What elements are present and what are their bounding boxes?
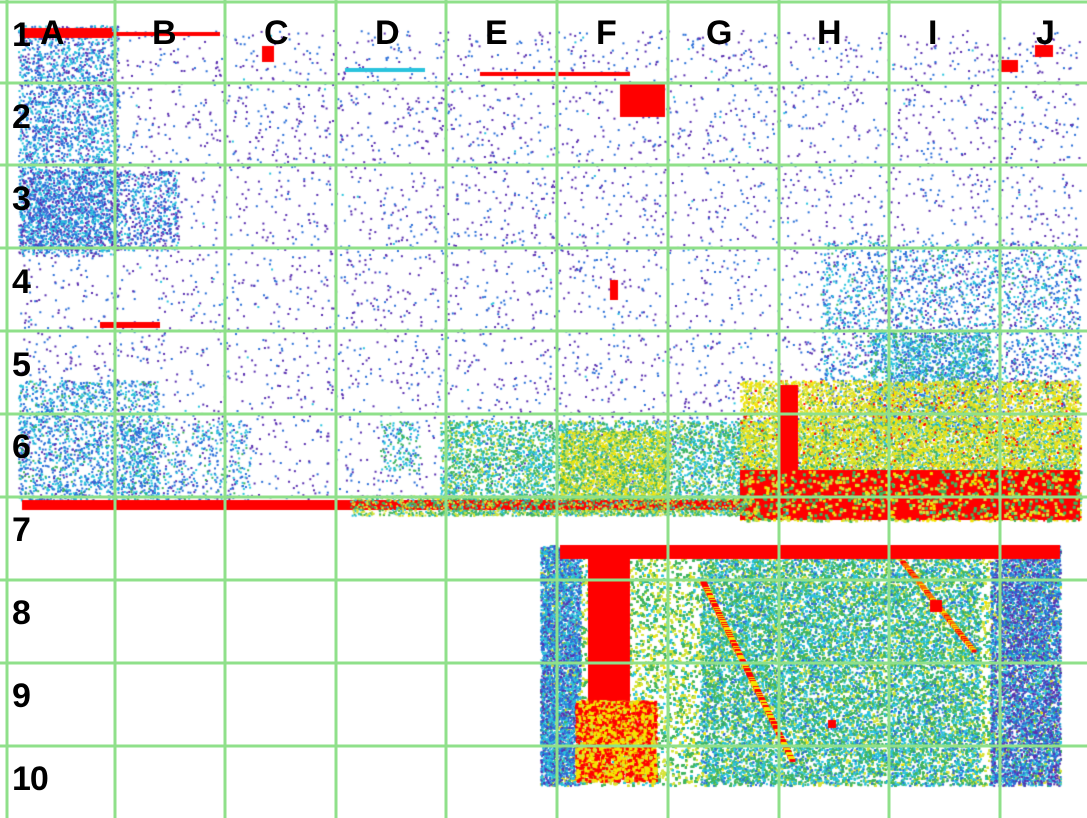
column-label-c: C <box>264 14 289 52</box>
column-label-a: A <box>40 14 65 52</box>
row-label-5: 5 <box>12 346 31 384</box>
row-label-6: 6 <box>12 428 31 466</box>
column-label-d: D <box>375 14 400 52</box>
column-label-j: J <box>1036 14 1055 52</box>
row-label-9: 9 <box>12 677 31 715</box>
row-label-7: 7 <box>12 511 31 549</box>
column-label-h: H <box>817 14 842 52</box>
row-label-2: 2 <box>12 98 31 136</box>
row-label-1: 1 <box>12 16 31 54</box>
column-label-g: G <box>706 14 732 52</box>
column-label-i: I <box>928 14 938 52</box>
row-label-4: 4 <box>12 263 31 301</box>
column-label-e: E <box>485 14 508 52</box>
column-label-b: B <box>152 14 177 52</box>
row-label-10: 10 <box>12 760 49 798</box>
row-label-8: 8 <box>12 594 31 632</box>
row-label-3: 3 <box>12 180 31 218</box>
column-label-f: F <box>596 14 617 52</box>
